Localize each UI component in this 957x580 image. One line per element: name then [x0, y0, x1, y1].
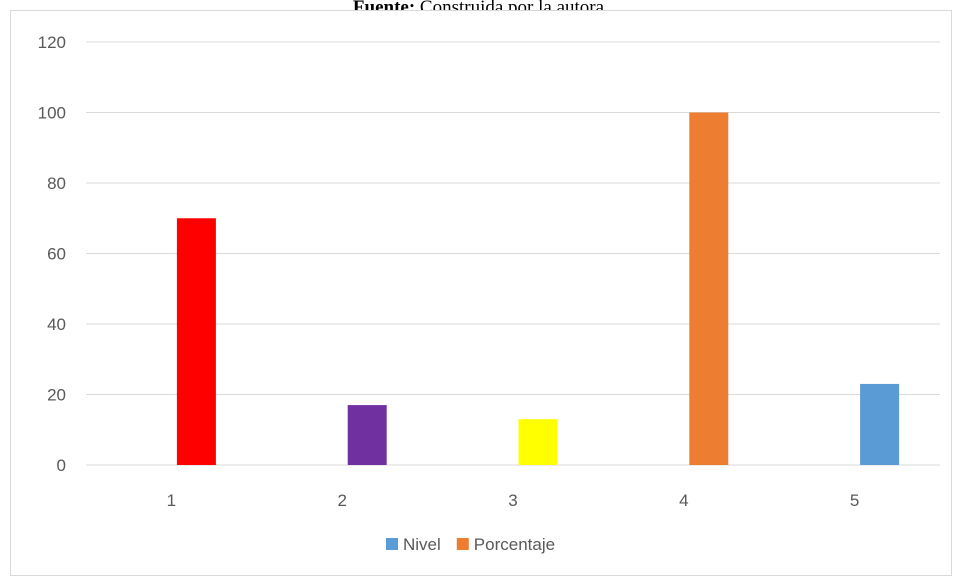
bar-5: [860, 383, 900, 465]
gridlines: [86, 41, 940, 466]
x-tick-label: 1: [167, 491, 176, 510]
y-tick-label: 20: [47, 386, 66, 405]
legend-swatch-nivel: [386, 538, 398, 550]
bar-1: [176, 218, 216, 465]
x-tick-label: 4: [679, 491, 688, 510]
x-tick-label: 2: [337, 491, 346, 510]
legend-label-porcentaje: Porcentaje: [474, 535, 555, 554]
y-axis-ticks: 0 20 40 60 80 100 120: [38, 33, 66, 475]
y-tick-label: 100: [38, 104, 66, 123]
legend-label-nivel: Nivel: [403, 535, 441, 554]
y-tick-label: 0: [57, 456, 66, 475]
y-tick-label: 40: [47, 315, 66, 334]
bar-3: [518, 419, 558, 465]
y-tick-label: 60: [47, 245, 66, 264]
bar-4: [689, 112, 729, 465]
chart-frame: [10, 10, 952, 576]
legend-swatch-porcentaje: [456, 538, 469, 550]
y-tick-label: 120: [38, 33, 66, 52]
bar-2: [347, 405, 387, 465]
x-tick-label: 3: [508, 491, 517, 510]
legend: Nivel Porcentaje: [386, 535, 555, 554]
x-axis-ticks: 1 2 3 4 5: [167, 491, 860, 510]
y-tick-label: 80: [47, 174, 66, 193]
x-tick-label: 5: [850, 491, 859, 510]
bars: [176, 112, 900, 465]
